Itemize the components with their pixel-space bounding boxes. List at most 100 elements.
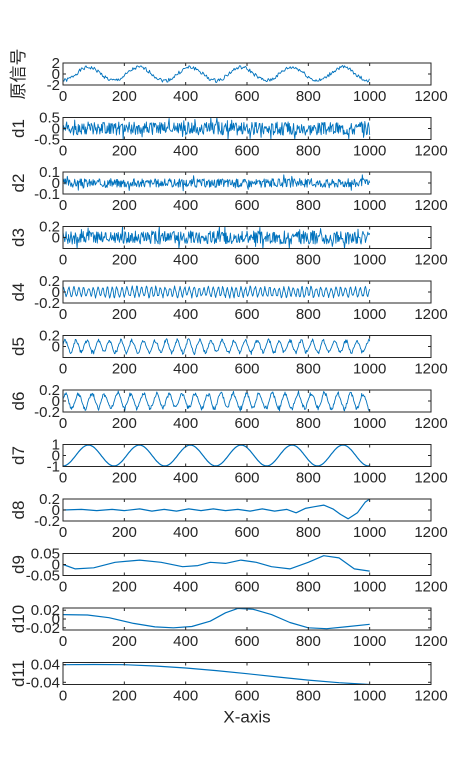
- y-tick-label: 0: [52, 175, 60, 192]
- y-tick-label: 0.5: [39, 110, 60, 127]
- y-tick-label: -1: [47, 459, 60, 476]
- x-tick-label: 1000: [353, 633, 386, 650]
- x-tick-label: 1000: [353, 361, 386, 378]
- x-tick-label: 800: [296, 143, 321, 160]
- y-axis-label: d11: [9, 660, 28, 687]
- x-tick-label: 1200: [414, 688, 447, 705]
- x-tick-label: 800: [296, 88, 321, 105]
- y-axis-label: d5: [9, 337, 28, 356]
- x-tick-label: 0: [59, 688, 67, 705]
- x-tick-label: 200: [112, 252, 137, 269]
- x-tick-label: 600: [234, 688, 259, 705]
- y-tick-label: 0.2: [39, 328, 60, 345]
- x-tick-label: 800: [296, 415, 321, 432]
- y-tick-label: 0: [52, 502, 60, 519]
- x-tick-label: 400: [173, 579, 198, 596]
- x-tick-label: 400: [173, 524, 198, 541]
- x-tick-label: 1000: [353, 88, 386, 105]
- x-tick-label: 0: [59, 143, 67, 160]
- x-tick-label: 400: [173, 633, 198, 650]
- x-tick-label: 200: [112, 524, 137, 541]
- x-tick-label: 0: [59, 361, 67, 378]
- y-tick-label: 0.2: [39, 273, 60, 290]
- x-tick-label: 600: [234, 197, 259, 214]
- x-tick-label: 600: [234, 470, 259, 487]
- axes-box: [62, 62, 432, 86]
- y-axis-label: d8: [9, 501, 28, 520]
- axes-box: [62, 607, 432, 631]
- x-tick-label: 600: [234, 88, 259, 105]
- x-tick-label: 1200: [414, 415, 447, 432]
- x-tick-label: 800: [296, 688, 321, 705]
- x-tick-label: 0: [59, 470, 67, 487]
- x-tick-label: 400: [173, 88, 198, 105]
- x-tick-label: 800: [296, 361, 321, 378]
- x-axis-label: X-axis: [223, 708, 270, 727]
- x-tick-label: 200: [112, 688, 137, 705]
- x-tick-label: 1000: [353, 470, 386, 487]
- y-axis-label: d6: [9, 392, 28, 411]
- x-tick-label: 200: [112, 470, 137, 487]
- y-axis-label: d10: [9, 605, 28, 633]
- series-line: [62, 498, 371, 520]
- x-tick-label: 1200: [414, 361, 447, 378]
- y-tick-label: -0.2: [34, 513, 60, 530]
- y-tick-label: -0.5: [34, 132, 60, 149]
- y-tick-label: -0.2: [34, 404, 60, 421]
- x-tick-label: 400: [173, 470, 198, 487]
- x-tick-label: 800: [296, 306, 321, 323]
- x-tick-label: 400: [173, 197, 198, 214]
- y-tick-label: 0.2: [39, 491, 60, 508]
- y-tick-label: 0: [52, 393, 60, 410]
- x-tick-label: 1200: [414, 524, 447, 541]
- x-tick-label: 200: [112, 361, 137, 378]
- y-axis-label: d4: [9, 283, 28, 302]
- x-tick-label: 1200: [414, 579, 447, 596]
- x-tick-label: 1200: [414, 197, 447, 214]
- series-line: [62, 555, 370, 572]
- y-tick-label: -0.05: [26, 568, 60, 585]
- x-tick-label: 200: [112, 579, 137, 596]
- x-tick-label: 0: [59, 415, 67, 432]
- x-tick-label: 800: [296, 633, 321, 650]
- x-tick-label: 200: [112, 197, 137, 214]
- x-tick-label: 600: [234, 361, 259, 378]
- x-tick-label: 0: [59, 88, 67, 105]
- y-tick-label: 0: [52, 339, 60, 356]
- x-tick-label: 1000: [353, 197, 386, 214]
- y-tick-label: 1: [52, 437, 60, 454]
- y-tick-label: 0.05: [31, 546, 60, 563]
- x-tick-label: 800: [296, 470, 321, 487]
- x-tick-label: 1200: [414, 306, 447, 323]
- x-tick-label: 800: [296, 524, 321, 541]
- x-tick-label: 200: [112, 633, 137, 650]
- x-tick-label: 800: [296, 252, 321, 269]
- y-axis-label: d3: [9, 228, 28, 247]
- x-tick-label: 0: [59, 524, 67, 541]
- x-tick-label: 1000: [353, 579, 386, 596]
- series-line: [62, 663, 370, 686]
- x-tick-label: 600: [234, 415, 259, 432]
- x-tick-label: 600: [234, 306, 259, 323]
- y-axis-label: d1: [9, 119, 28, 138]
- series-line: [62, 117, 371, 140]
- x-tick-label: 1000: [353, 688, 386, 705]
- x-tick-label: 1200: [414, 252, 447, 269]
- x-tick-label: 800: [296, 579, 321, 596]
- x-tick-label: 600: [234, 524, 259, 541]
- y-tick-label: -0.1: [34, 186, 60, 203]
- x-tick-label: 600: [234, 579, 259, 596]
- x-tick-label: 1000: [353, 306, 386, 323]
- y-tick-label: 0.1: [39, 164, 60, 181]
- y-axis-label: 原信号: [9, 49, 28, 100]
- y-tick-label: 0.02: [31, 602, 60, 619]
- y-tick-label: 0.2: [39, 219, 60, 236]
